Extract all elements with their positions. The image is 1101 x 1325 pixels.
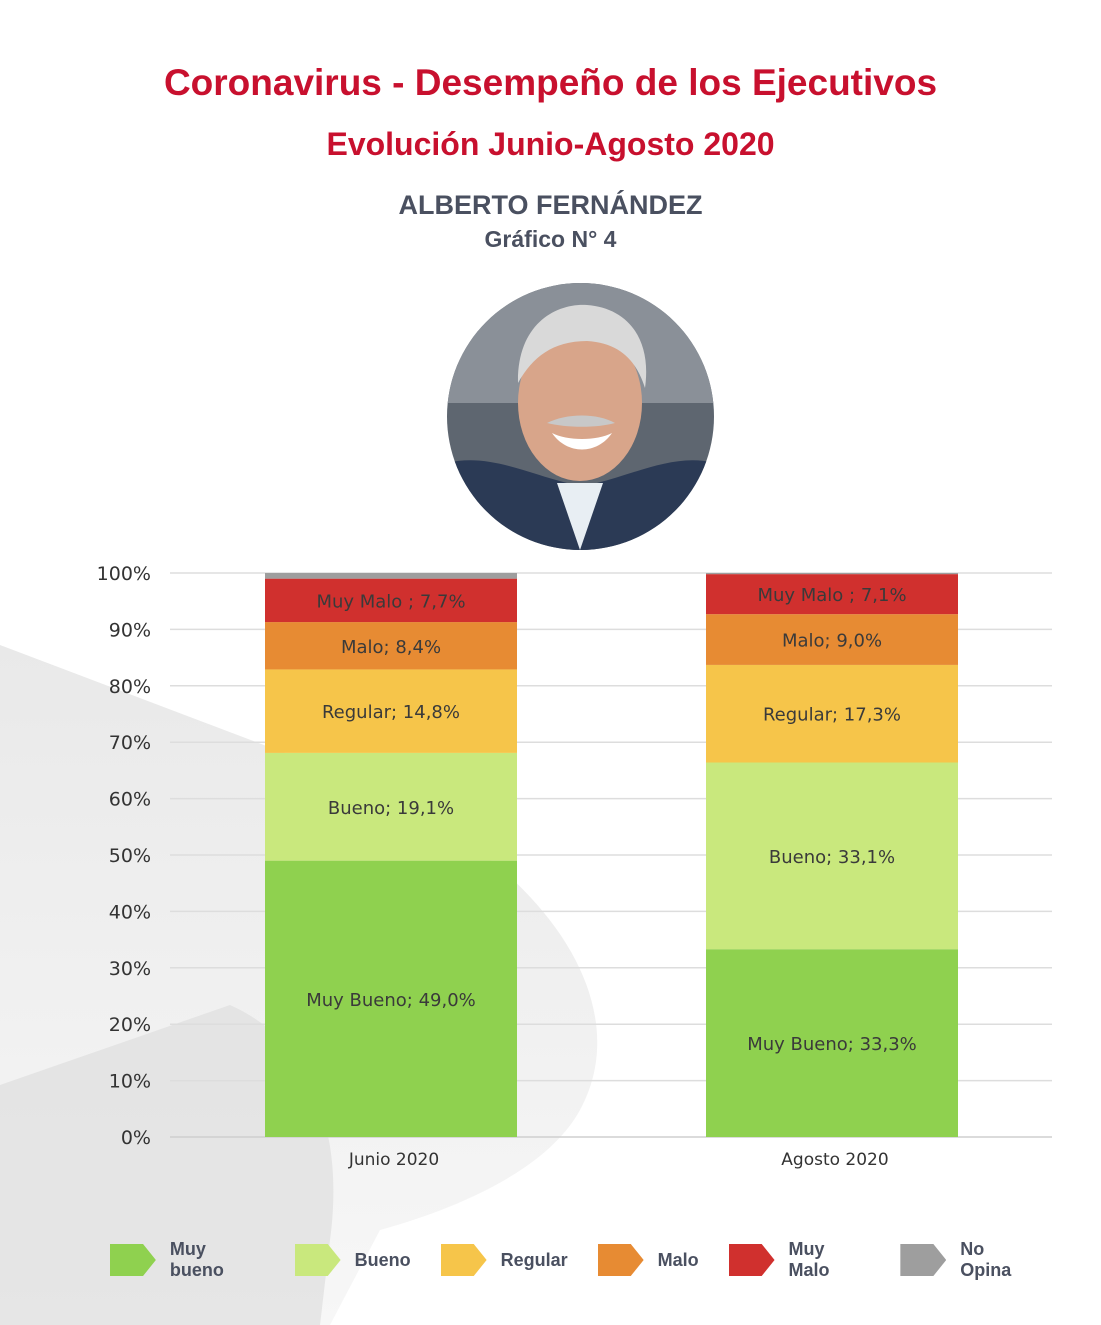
bar-segment: [706, 573, 958, 575]
legend-label: Bueno: [354, 1249, 411, 1270]
legend-label: No Opina: [960, 1239, 1012, 1280]
y-tick-label: 20%: [109, 1014, 151, 1036]
y-tick-label: 50%: [109, 845, 151, 867]
legend-item: Muy Malo: [728, 1239, 871, 1281]
bar-segment: [706, 574, 958, 615]
legend-label: Muy bueno: [169, 1239, 224, 1280]
legend-swatch: [728, 1244, 775, 1276]
y-tick-label: 30%: [109, 958, 151, 980]
y-tick-label: 100%: [97, 563, 151, 585]
legend-label: Regular: [500, 1249, 568, 1270]
data-label: Muy Bueno; 49,0%: [306, 990, 476, 1011]
y-tick-label: 10%: [109, 1071, 151, 1093]
portrait-photo: [447, 283, 714, 550]
legend-item: No Opina: [900, 1239, 1040, 1281]
legend-label: Malo: [657, 1249, 699, 1270]
x-tick-label: Agosto 2020: [781, 1150, 888, 1170]
x-tick-label: Junio 2020: [348, 1150, 439, 1170]
data-label: Regular; 17,3%: [763, 705, 901, 726]
bar-segment: [265, 622, 517, 670]
data-label: Malo; 8,4%: [341, 637, 441, 658]
data-label: Malo; 9,0%: [782, 631, 882, 652]
data-label: Muy Malo ; 7,7%: [316, 591, 465, 612]
data-label: Regular; 14,8%: [322, 702, 460, 723]
legend-item: Malo: [597, 1244, 699, 1276]
legend-swatch: [110, 1244, 156, 1276]
legend-label: Muy Malo: [788, 1239, 830, 1280]
legend-swatch: [440, 1244, 487, 1276]
data-label: Muy Malo ; 7,1%: [757, 585, 906, 606]
y-tick-label: 70%: [109, 732, 151, 754]
y-tick-label: 90%: [109, 619, 151, 641]
legend-item: Muy bueno: [110, 1239, 265, 1281]
data-label: Muy Bueno; 33,3%: [747, 1034, 917, 1055]
person-name: ALBERTO FERNÁNDEZ: [398, 190, 703, 220]
data-label: Bueno; 19,1%: [328, 798, 454, 819]
legend-swatch: [900, 1244, 947, 1276]
bar-segment: [706, 664, 958, 763]
bar-segment: [706, 949, 958, 1137]
y-tick-label: 80%: [109, 676, 151, 698]
chart-subtitle: Evolución Junio-Agosto 2020: [326, 126, 775, 162]
y-tick-label: 40%: [109, 901, 151, 923]
chart-legend: Muy bueno Bueno Regular Malo Muy Malo No Opin…: [110, 1239, 1070, 1281]
bar-segment: [265, 752, 517, 861]
legend-item: Regular: [440, 1244, 568, 1276]
bar-segment: [265, 669, 517, 753]
legend-swatch: [294, 1244, 341, 1276]
bar-segment: [265, 860, 517, 1137]
bar-segment: [265, 573, 517, 579]
bar-segment: [265, 578, 517, 623]
chart-number: Gráfico N° 4: [484, 226, 617, 252]
chart-title: Coronavirus - Desempeño de los Ejecutivo…: [163, 62, 938, 103]
data-label: Bueno; 33,1%: [769, 847, 895, 868]
bar-segment: [706, 614, 958, 665]
bar-segment: [706, 762, 958, 950]
legend-item: Bueno: [294, 1244, 411, 1276]
stacked-bar-chart: 0% 10% 20% 30% 40% 50% 60% 70% 80% 90% 100% Muy Bue…: [97, 563, 1052, 1170]
y-tick-label: 60%: [109, 789, 151, 811]
y-tick-label: 0%: [121, 1127, 151, 1149]
legend-swatch: [597, 1244, 644, 1276]
